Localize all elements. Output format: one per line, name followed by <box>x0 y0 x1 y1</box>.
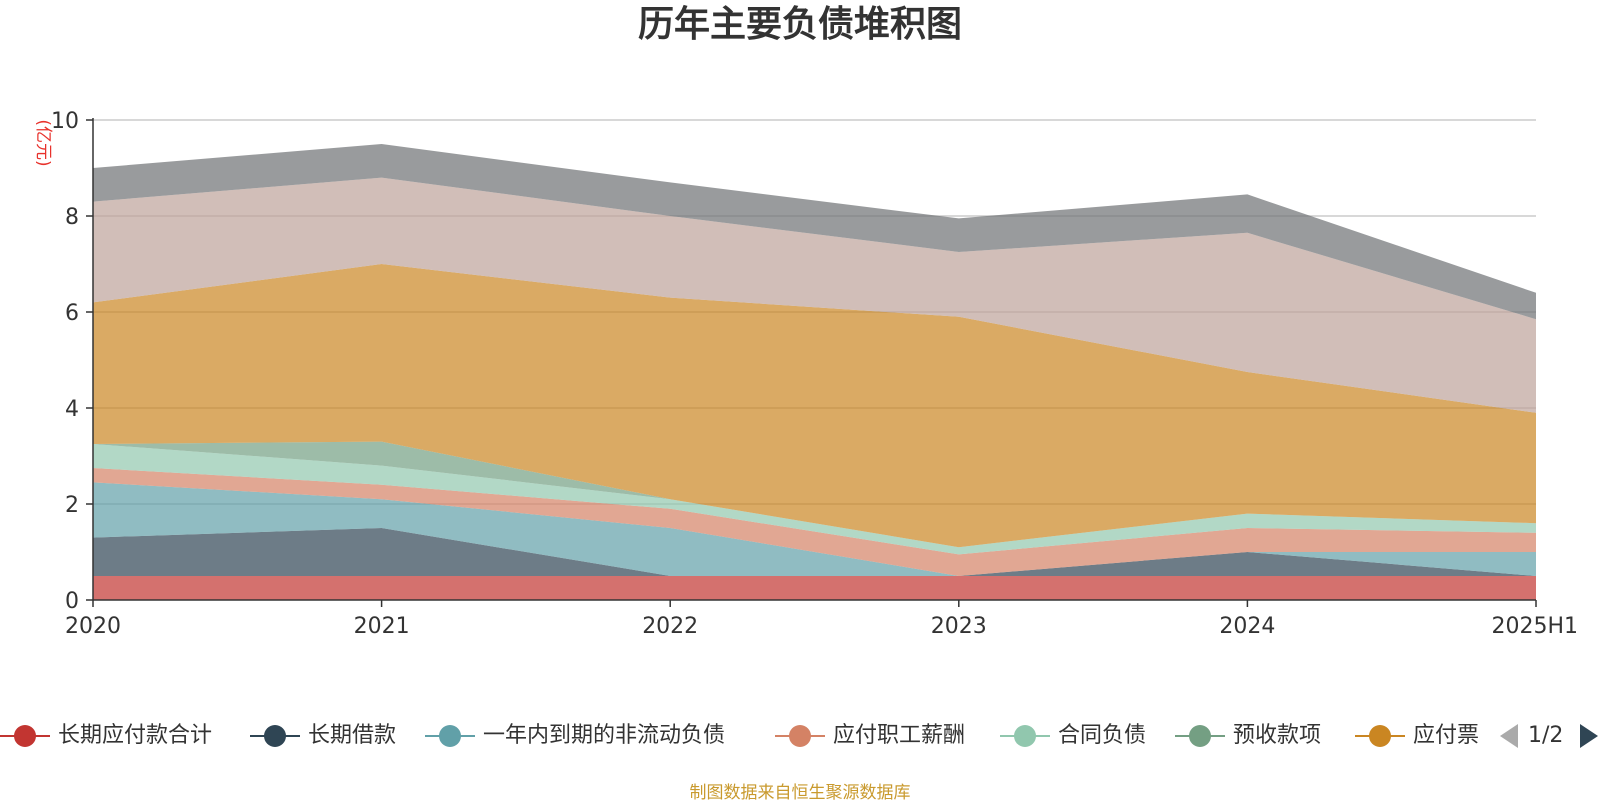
legend-marker-icon <box>775 725 825 747</box>
x-tick-label: 2024 <box>1219 614 1275 639</box>
legend-label: 应付职工薪酬 <box>833 723 966 748</box>
legend-marker-icon <box>425 725 475 747</box>
y-tick-label: 6 <box>65 301 79 326</box>
legend-marker-icon <box>1000 725 1050 747</box>
legend-page-indicator: 1/2 <box>1528 723 1564 748</box>
legend-marker-icon <box>250 725 300 747</box>
area-应付职工薪酬 <box>93 468 1536 576</box>
area-一年内到期的非流动负债 <box>93 482 1536 576</box>
area-其他应付款 <box>93 144 1536 320</box>
area-预收款项 <box>93 441 1536 548</box>
area-series <box>93 144 1536 600</box>
legend-next-page-icon[interactable] <box>1580 724 1598 748</box>
x-tick-label: 2025H1 <box>1491 614 1578 639</box>
x-tick-label: 2021 <box>354 614 410 639</box>
legend-pager: 1/2 <box>1500 718 1600 754</box>
legend-marker-icon <box>0 725 50 747</box>
legend-label: 一年内到期的非流动负债 <box>483 723 726 748</box>
legend-label: 合同负债 <box>1058 723 1147 748</box>
area-长期应付款合计 <box>93 576 1536 600</box>
legend-marker-icon <box>1355 725 1405 747</box>
x-tick-label: 2023 <box>931 614 987 639</box>
y-tick-label: 0 <box>65 589 79 614</box>
legend-label: 应付票 <box>1413 723 1480 748</box>
chart-title: 历年主要负债堆积图 <box>637 4 962 45</box>
source-note: 制图数据来自恒生聚源数据库 <box>689 783 911 803</box>
y-axis-unit-label: (亿元) <box>33 119 53 166</box>
x-tick-label: 2020 <box>65 614 121 639</box>
area-应付票据 <box>93 264 1536 548</box>
y-tick-label: 10 <box>51 109 79 134</box>
y-tick-label: 2 <box>65 493 79 518</box>
legend-marker-icon <box>1175 725 1225 747</box>
x-tick-label: 2022 <box>642 614 698 639</box>
axes: 0 2 4 6 8 10 2020 2021 2022 2023 2024 2025H1 <box>51 109 1578 639</box>
legend-label: 长期借款 <box>308 723 397 748</box>
area-应付账款 <box>93 177 1536 413</box>
legend-label: 长期应付款合计 <box>58 723 213 748</box>
area-合同负债 <box>93 444 1536 555</box>
y-tick-label: 4 <box>65 397 79 422</box>
legend: 长期应付款合计 长期借款 一年内到期的非流动负债 应付职工薪酬 合同负债 预收款项 应付票 <box>0 718 1600 754</box>
y-tick-label: 8 <box>65 205 79 230</box>
legend-label: 预收款项 <box>1233 723 1322 748</box>
legend-prev-page-icon[interactable] <box>1500 724 1518 748</box>
